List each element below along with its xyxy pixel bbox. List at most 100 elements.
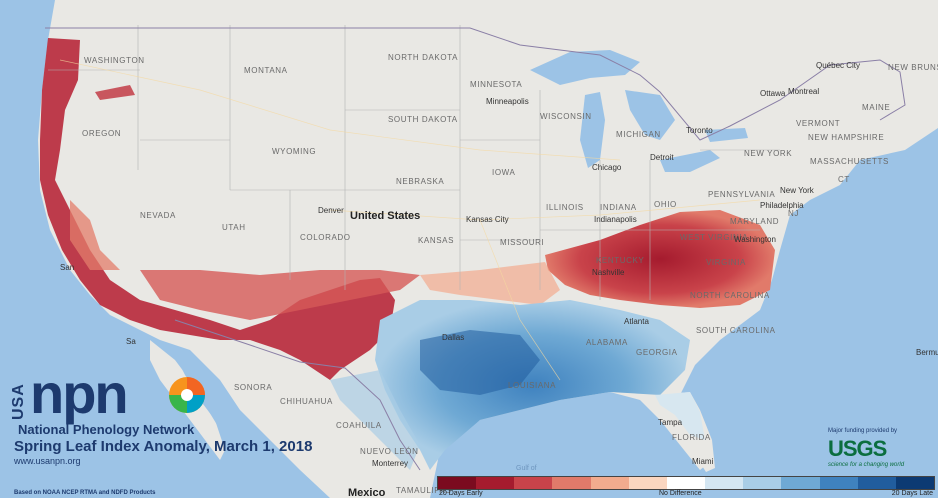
usgs-funding: Major funding provided by USGS science f… xyxy=(824,428,934,478)
label-massachusetts: MASSACHUSETTS xyxy=(810,157,889,166)
label-montana: MONTANA xyxy=(244,66,288,75)
label-united-states: United States xyxy=(350,210,420,222)
map-title: Spring Leaf Index Anomaly, March 1, 2018 xyxy=(14,438,313,455)
legend-color-bar xyxy=(437,476,935,490)
label-nj: NJ xyxy=(788,209,799,218)
usgs-tagline: science for a changing world xyxy=(828,462,905,468)
legend-swatch xyxy=(514,477,553,489)
label-chihuahua: CHIHUAHUA xyxy=(280,397,333,406)
label-virginia: VIRGINIA xyxy=(706,258,746,267)
org-url[interactable]: www.usanpn.org xyxy=(14,456,81,466)
legend-swatch xyxy=(628,477,667,489)
label-quebec-city: Québec City xyxy=(816,61,860,70)
label-georgia: GEORGIA xyxy=(636,348,678,357)
anomaly-early-west-inner xyxy=(70,200,120,270)
country-borders xyxy=(45,27,906,471)
lake-huron xyxy=(625,90,675,140)
label-new-hampshire: NEW HAMPSHIRE xyxy=(808,133,884,142)
label-new-york: NEW YORK xyxy=(744,149,792,158)
label-florida: FLORIDA xyxy=(672,433,711,442)
label-alabama: ALABAMA xyxy=(586,338,628,347)
label-coahuila: COAHUILA xyxy=(336,421,382,430)
city-detroit: Detroit xyxy=(650,153,674,162)
funding-text: Major funding provided by xyxy=(828,428,898,434)
state-borders xyxy=(48,25,780,300)
legend-swatch xyxy=(552,477,591,489)
label-nebraska: NEBRASKA xyxy=(396,177,444,186)
city-bermuda: Bermu xyxy=(916,348,938,357)
lake-ontario xyxy=(705,128,748,142)
label-gulf: Gulf of xyxy=(516,465,537,472)
label-oregon: OREGON xyxy=(82,129,121,138)
source-note: Based on NOAA NCEP RTMA and NDFD Product… xyxy=(14,490,156,496)
legend: 20 Days Early No Difference 20 Days Late xyxy=(437,476,935,498)
legend-label-none: No Difference xyxy=(659,490,702,497)
city-sa: Sa xyxy=(126,337,136,346)
city-indianapolis: Indianapolis xyxy=(594,215,637,224)
city-miami: Miami xyxy=(692,457,714,466)
label-ct: CT xyxy=(838,175,850,184)
label-tamaulipas: TAMAULIPAS xyxy=(396,486,452,495)
npn-branding: USA npn National Phenology Network Sprin… xyxy=(10,366,340,498)
label-north-dakota: NORTH DAKOTA xyxy=(388,53,458,62)
label-vermont: VERMONT xyxy=(796,119,840,128)
city-dallas: Dallas xyxy=(442,333,464,342)
legend-swatch xyxy=(705,477,744,489)
city-tampa: Tampa xyxy=(658,418,683,427)
legend-swatch xyxy=(743,477,782,489)
label-nevada: NEVADA xyxy=(140,211,176,220)
city-atlanta: Atlanta xyxy=(624,317,649,326)
anomaly-early-west-coast xyxy=(40,38,395,380)
label-north-carolina: NORTH CAROLINA xyxy=(690,291,770,300)
label-colorado: COLORADO xyxy=(300,233,351,242)
legend-label-late: 20 Days Late xyxy=(891,490,933,497)
city-san: San xyxy=(60,263,74,272)
anomaly-late-core xyxy=(420,330,540,395)
city-philadelphia: Philadelphia xyxy=(760,201,804,210)
city-new-york: New York xyxy=(780,186,815,195)
city-monterrey: Monterrey xyxy=(372,459,408,468)
legend-swatch xyxy=(781,477,820,489)
label-south-carolina: SOUTH CAROLINA xyxy=(696,326,776,335)
label-maine: MAINE xyxy=(862,103,890,112)
label-indiana: INDIANA xyxy=(600,203,637,212)
label-south-dakota: SOUTH DAKOTA xyxy=(388,115,458,124)
org-name: National Phenology Network xyxy=(18,422,195,437)
label-louisiana: LOUISIANA xyxy=(508,381,556,390)
label-west-virginia: WEST VIRGINIA xyxy=(680,233,748,242)
label-nuevo-leon: NUEVO LEÓN xyxy=(360,447,418,456)
anomaly-light-southeast-edge xyxy=(420,262,560,305)
city-kansas-city: Kansas City xyxy=(466,215,509,224)
lake-superior xyxy=(530,50,640,85)
city-nashville: Nashville xyxy=(592,268,625,277)
anomaly-light-mexico xyxy=(330,370,420,470)
label-ohio: OHIO xyxy=(654,200,677,209)
label-michigan: MICHIGAN xyxy=(616,130,661,139)
label-minnesota: MINNESOTA xyxy=(470,80,522,89)
label-wisconsin: WISCONSIN xyxy=(540,112,592,121)
npn-wordmark: npn xyxy=(30,362,129,425)
legend-label-early: 20 Days Early xyxy=(439,490,483,497)
legend-swatch xyxy=(857,477,896,489)
label-mexico: Mexico xyxy=(348,487,386,498)
road-lines xyxy=(59,59,761,381)
label-kentucky: KENTUCKY xyxy=(596,256,644,265)
label-new-brunswick: NEW BRUNSWICK xyxy=(888,63,938,72)
anomaly-early-southwest xyxy=(140,270,420,320)
label-maryland: MARYLAND xyxy=(730,217,779,226)
legend-swatch xyxy=(895,477,935,489)
lake-erie xyxy=(660,150,720,172)
city-chicago: Chicago xyxy=(592,163,622,172)
legend-swatch xyxy=(438,477,477,489)
city-ottawa: Ottawa xyxy=(760,89,786,98)
city-montreal: Montreal xyxy=(788,87,819,96)
city-toronto: Toronto xyxy=(686,126,713,135)
label-iowa: IOWA xyxy=(492,168,515,177)
label-washington: WASHINGTON xyxy=(84,56,145,65)
legend-swatch xyxy=(666,477,706,489)
legend-swatch xyxy=(819,477,858,489)
label-kansas: KANSAS xyxy=(418,236,454,245)
anomaly-pale-florida xyxy=(655,392,705,440)
npn-leaf-logo-icon xyxy=(169,377,205,413)
